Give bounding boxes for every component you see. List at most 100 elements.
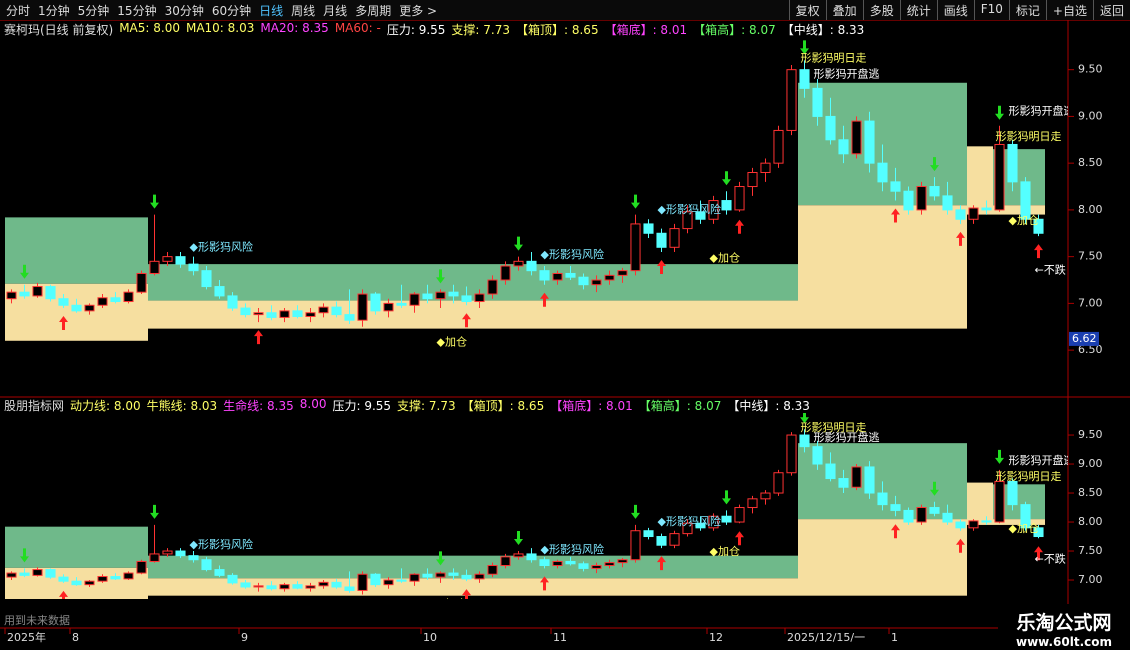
period-tab[interactable]: 多周期 <box>355 4 392 18</box>
box-upper <box>5 526 148 568</box>
annotation: ◆形影犸风险 <box>658 202 721 216</box>
sell-arrow <box>150 504 159 519</box>
buy-arrow <box>540 292 549 307</box>
x-tick-label: 1 <box>891 631 898 644</box>
sell-arrow <box>436 551 445 566</box>
tool-button[interactable]: F10 <box>973 0 1009 20</box>
candle-body <box>266 585 277 590</box>
candle-body <box>617 559 628 564</box>
sell-arrow <box>436 269 445 284</box>
tool-button[interactable]: 画线 <box>936 0 974 20</box>
candle-body <box>669 228 680 248</box>
candle-body <box>851 120 862 155</box>
tool-button[interactable]: 叠加 <box>825 0 863 20</box>
candle-body <box>617 270 628 276</box>
header-item: 动力线: 8.00 <box>70 399 141 413</box>
watermark-name: 乐淘公式网 <box>1016 612 1112 634</box>
sell-arrow <box>930 157 939 172</box>
y-tick-label: 7.00 <box>1078 573 1103 586</box>
period-tab[interactable]: 更多 > <box>399 4 438 18</box>
candle-body <box>630 223 641 272</box>
buy-arrow <box>657 556 666 571</box>
tool-button[interactable]: 复权 <box>788 0 826 20</box>
candle-body <box>877 492 888 506</box>
annotation: ◆加仓 <box>710 251 740 265</box>
tool-button[interactable]: +自选 <box>1045 0 1093 20</box>
candle-body <box>19 572 30 576</box>
candle-body <box>344 314 355 321</box>
candle-body <box>526 553 537 561</box>
candle-body <box>708 200 719 220</box>
sell-arrow <box>20 548 29 563</box>
period-tab[interactable]: 60分钟 <box>211 4 252 18</box>
header-item: 股朋指标网 <box>4 399 65 413</box>
candle-body <box>448 291 459 297</box>
candle-body <box>864 120 875 164</box>
candle-body <box>890 504 901 511</box>
x-tick-label: 9 <box>241 631 248 644</box>
candle-body <box>812 446 823 465</box>
tool-button[interactable]: 返回 <box>1092 0 1130 20</box>
buy-arrow <box>462 589 471 599</box>
candle-body <box>45 569 56 578</box>
sell-arrow <box>800 40 809 55</box>
candle-body <box>916 507 927 523</box>
period-tab[interactable]: 日线 <box>259 4 284 18</box>
candle-body <box>968 520 979 529</box>
header-item: 【箱顶】: 8.65 <box>461 399 545 413</box>
toolbar: 分时 1分钟 5分钟 15分钟 30分钟 60分钟 日线 周线 月线 多周期 更多 > 复权 叠加 多股统… <box>0 0 1130 21</box>
period-tab[interactable]: 1分钟 <box>38 4 70 18</box>
function-buttons: 复权 叠加 多股 统计 画线 F10 标记 +自选 返回 <box>788 0 1130 20</box>
panel-header: 股朋指标网 动力线: 8.00 牛熊线: 8.03 生命线: 8.35 8.00 压力: … <box>4 397 810 414</box>
buy-arrow <box>254 600 263 614</box>
candle-body <box>708 515 719 529</box>
axes: 6.50 7.00 7.50 8.00 8.50 9.00 9.50 6.62 7.00 7.50… <box>4 63 1103 644</box>
header-item: 生命线: 8.35 <box>223 399 294 413</box>
period-tab[interactable]: 分时 <box>6 4 31 18</box>
buy-arrow <box>540 576 549 591</box>
candle-body <box>955 521 966 529</box>
sell-arrow <box>722 171 731 186</box>
candle-body <box>409 573 420 582</box>
header-item: 赛柯玛(日线 前复权) <box>4 23 114 37</box>
candle-body <box>552 560 563 567</box>
period-tab[interactable]: 周线 <box>291 4 316 18</box>
candle-body <box>513 553 524 558</box>
period-tab[interactable]: 30分钟 <box>164 4 204 18</box>
candle-body <box>591 279 602 286</box>
candle-body <box>149 553 160 562</box>
candle-body <box>331 581 342 588</box>
price-tag-bg <box>1069 331 1099 346</box>
candle-body <box>500 265 511 281</box>
candle-body <box>136 272 147 293</box>
candle-body <box>188 555 199 561</box>
annotation: ◆形影犸风险 <box>541 247 604 261</box>
buy-arrow <box>735 531 744 546</box>
candle-body <box>305 312 316 317</box>
candle-body <box>32 286 43 297</box>
candle-body <box>32 569 43 576</box>
header-item: 【箱高】: 8.07 <box>693 23 776 37</box>
candle-body <box>721 200 732 211</box>
y-tick-label: 9.00 <box>1078 457 1103 470</box>
period-tab[interactable]: 5分钟 <box>77 4 110 18</box>
price-panel: ◆形影犸风险◆形影犸风险◆形影犸风险形影犸明日走形影犸开盘逃形影犸开盘逃形影犸明… <box>5 40 1075 349</box>
candle-body <box>422 293 433 300</box>
candle-body <box>45 286 56 300</box>
candle-body <box>318 581 329 587</box>
tool-button[interactable]: 多股 <box>862 0 900 20</box>
candle-body <box>1020 181 1031 220</box>
annotation: 形影犸开盘逃 <box>814 430 880 444</box>
period-tab[interactable]: 月线 <box>323 4 348 18</box>
candle-body <box>331 306 342 316</box>
annotation: 形影犸开盘逃 <box>1009 104 1075 118</box>
buy-arrow <box>59 590 68 599</box>
candle-body <box>409 293 420 306</box>
candle-body <box>1020 504 1031 529</box>
period-tab[interactable]: 15分钟 <box>117 4 157 18</box>
candle-body <box>565 560 576 565</box>
tool-button[interactable]: 标记 <box>1008 0 1046 20</box>
candle-body <box>890 181 901 192</box>
buy-arrow <box>956 231 965 246</box>
tool-button[interactable]: 统计 <box>899 0 937 20</box>
